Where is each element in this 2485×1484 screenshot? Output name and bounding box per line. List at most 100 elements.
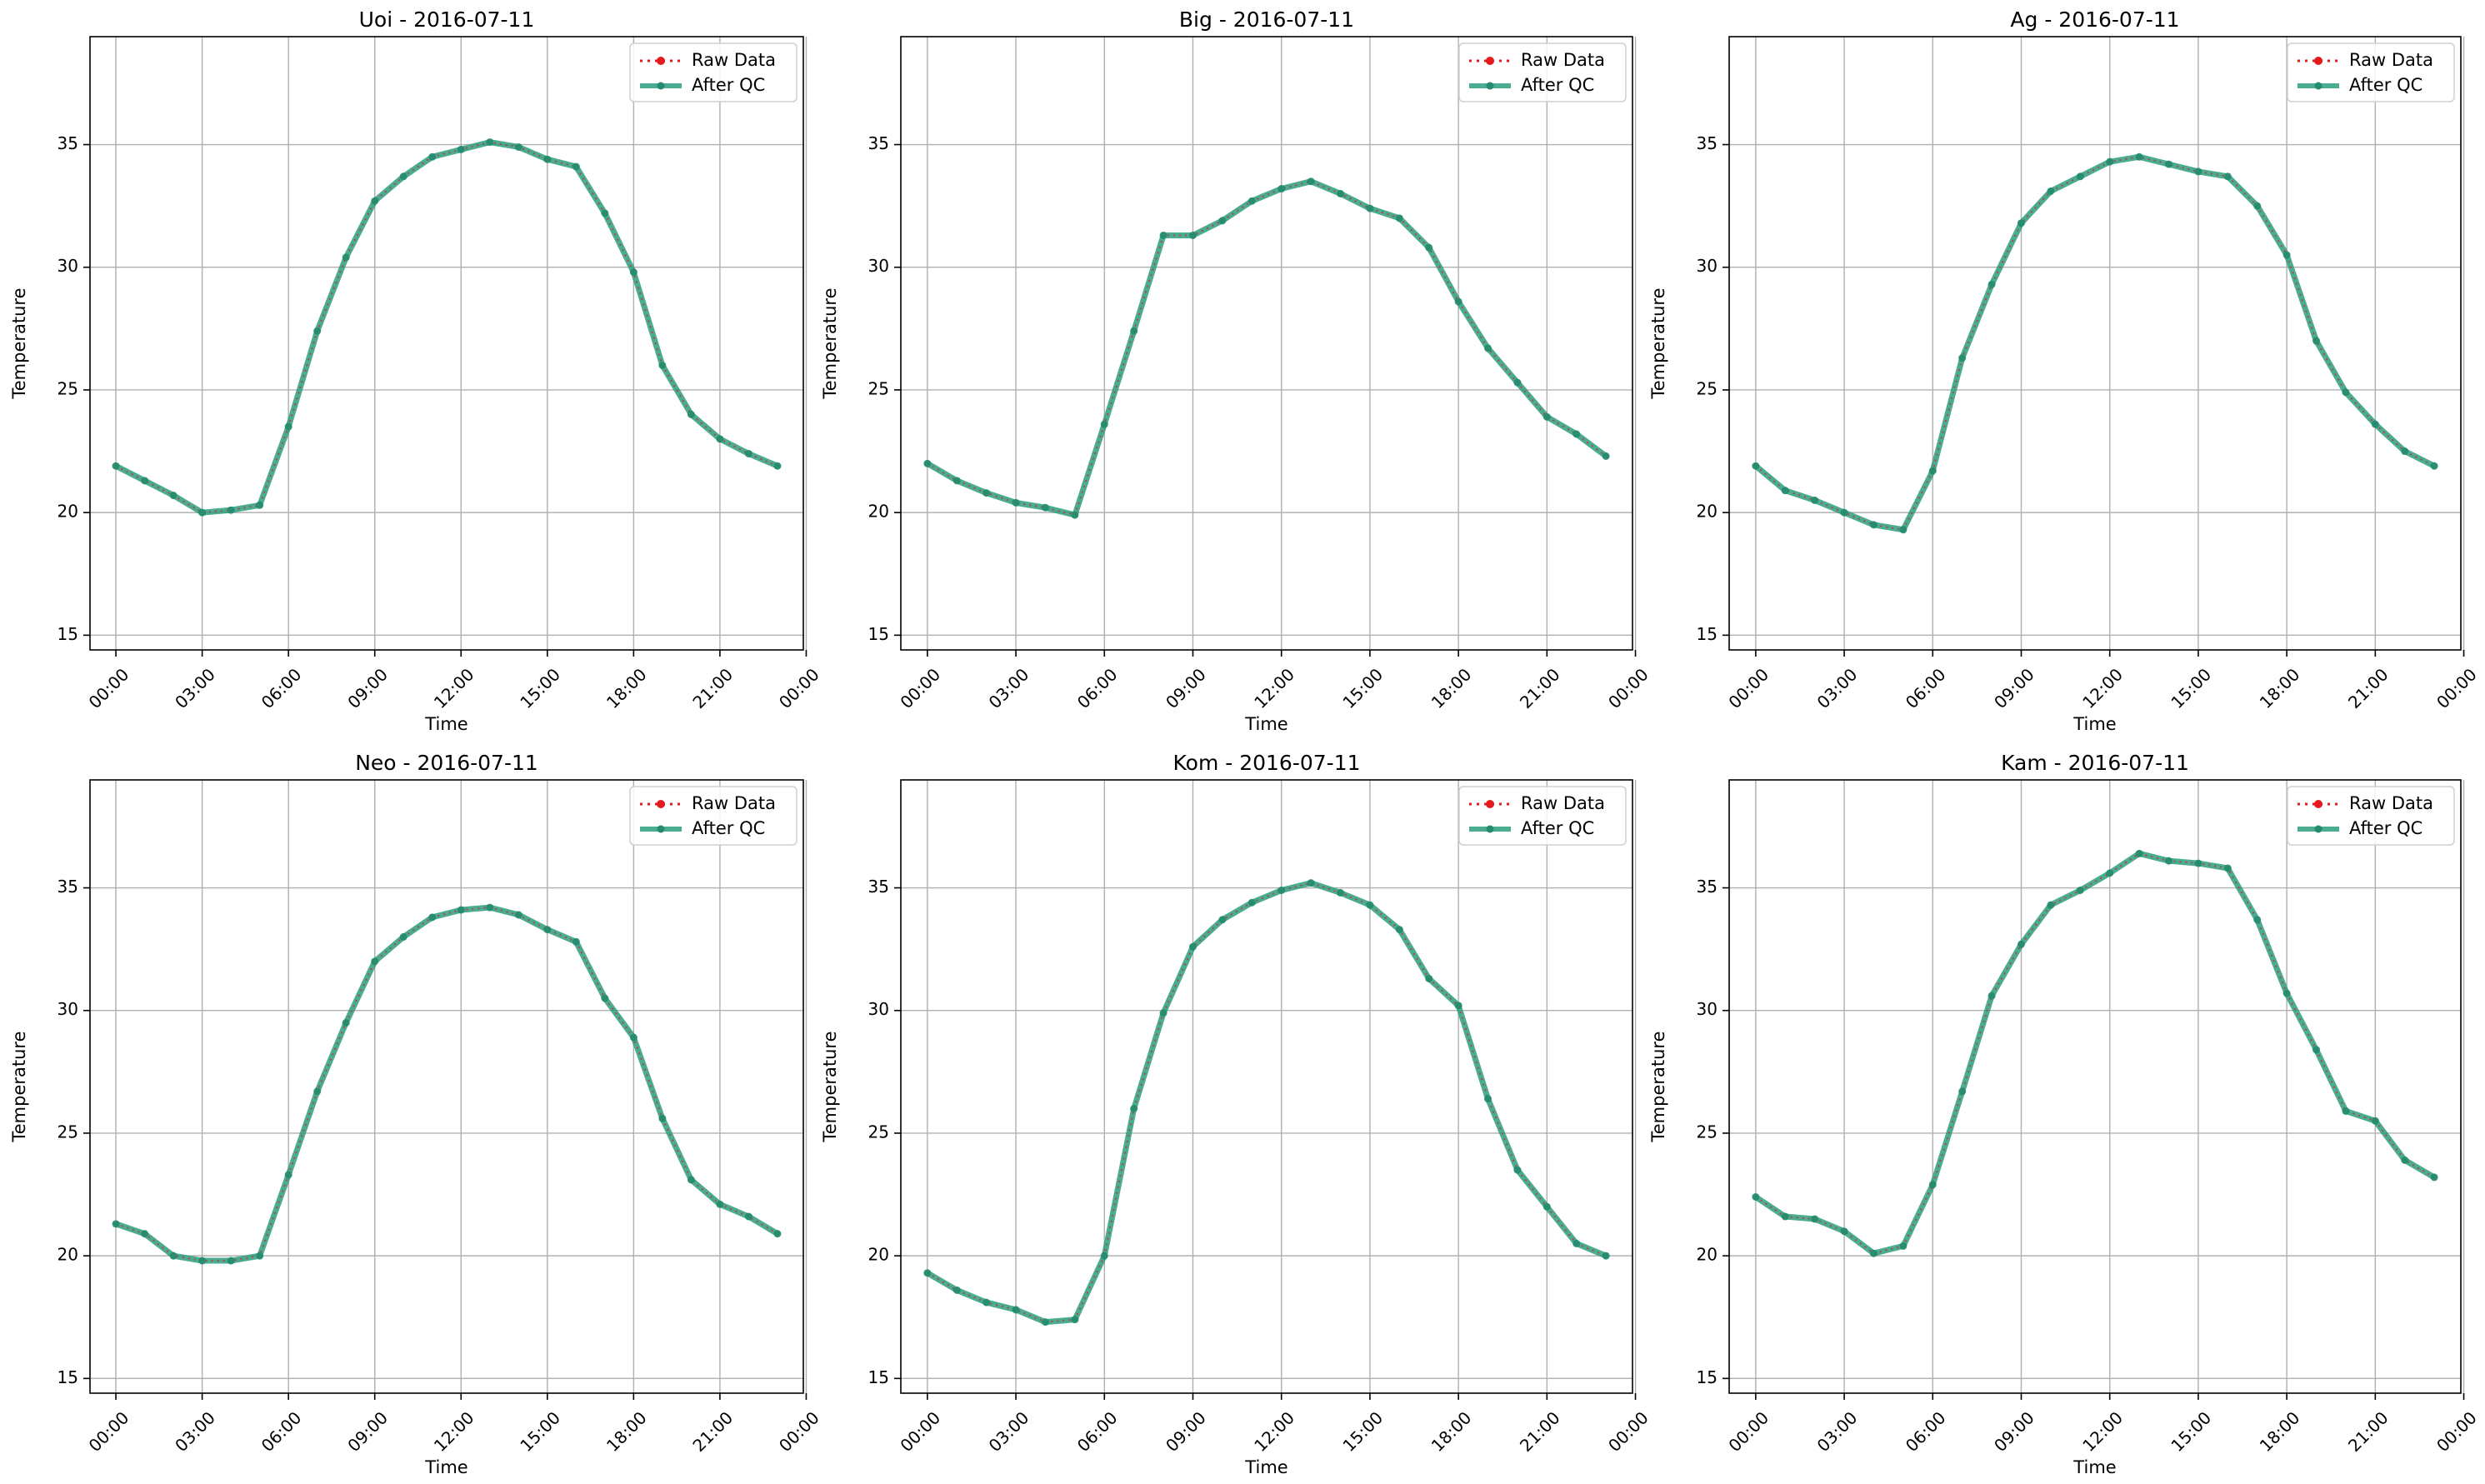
data-point-after-qc	[1366, 204, 1374, 212]
x-tick-label: 18:00	[2256, 664, 2304, 712]
x-tick-label: 03:00	[1813, 1407, 1862, 1456]
y-tick-label: 25	[868, 378, 889, 398]
x-axis-label: Time	[424, 1457, 468, 1477]
data-point-after-qc	[1100, 1252, 1108, 1260]
data-point-after-qc	[629, 1033, 638, 1042]
data-point-after-qc	[2106, 157, 2114, 166]
data-point-after-qc	[744, 1212, 752, 1221]
y-tick-label: 15	[868, 624, 889, 644]
data-point-after-qc	[2312, 1046, 2321, 1054]
data-point-after-qc	[2253, 202, 2262, 210]
data-point-after-qc	[1366, 901, 1374, 909]
x-tick-label: 21:00	[688, 1407, 737, 1456]
y-tick-label: 15	[1697, 1367, 1718, 1387]
data-point-after-qc	[1781, 1212, 1789, 1221]
legend-label-raw-data: Raw Data	[692, 50, 776, 70]
y-tick-label: 35	[1697, 877, 1718, 897]
data-point-after-qc	[1337, 189, 1345, 197]
x-tick-label: 18:00	[602, 664, 651, 712]
x-axis-label: Time	[2072, 1457, 2116, 1477]
x-tick-label: 21:00	[1516, 1407, 1564, 1456]
y-tick-label: 30	[58, 256, 78, 276]
x-tick-label: 00:00	[896, 664, 944, 712]
subplot-2: 00:00 03:00 06:00 09:00 12:00 15:00 18:00 21:00…	[820, 7, 1652, 734]
y-tick-label: 25	[1697, 378, 1718, 398]
data-point-after-qc	[2223, 172, 2232, 181]
data-point-after-qc	[1899, 526, 1908, 534]
data-point-after-qc	[284, 1171, 292, 1179]
x-tick-label: 06:00	[1902, 1407, 1950, 1456]
data-point-after-qc	[923, 1269, 932, 1277]
legend-label-raw-data: Raw Data	[1521, 793, 1605, 813]
x-tick-label: 06:00	[1073, 664, 1122, 712]
y-tick-label: 15	[1697, 624, 1718, 644]
data-point-after-qc	[1425, 243, 1433, 252]
data-point-after-qc	[2223, 864, 2232, 872]
data-point-after-qc	[1188, 231, 1197, 239]
data-point-after-qc	[2017, 219, 2025, 227]
legend-label-raw-data: Raw Data	[1521, 50, 1605, 70]
data-point-after-qc	[1278, 185, 1286, 193]
series-line-after-qc	[112, 139, 781, 516]
data-point-after-qc	[1811, 1215, 1819, 1223]
x-axis-label: Time	[1244, 1457, 1288, 1477]
y-axis-label: Temperature	[9, 1031, 29, 1142]
x-tick-label: 09:00	[343, 664, 392, 712]
data-point-after-qc	[2342, 1107, 2350, 1115]
legend-marker-raw-data	[2314, 57, 2322, 65]
x-tick-label: 12:00	[2078, 1407, 2127, 1456]
data-point-after-qc	[1513, 378, 1522, 387]
x-tick-label: 00:00	[1724, 1407, 1772, 1456]
subplot-title: Uoi - 2016-07-11	[359, 7, 535, 32]
subplot-title: Kom - 2016-07-11	[1173, 751, 1361, 775]
legend-marker-raw-data	[1486, 57, 1494, 65]
x-tick-label: 06:00	[1902, 664, 1950, 712]
y-tick-label: 30	[1697, 999, 1718, 1019]
x-tick-label: 21:00	[1516, 664, 1564, 712]
x-tick-label: 06:00	[1073, 1407, 1122, 1456]
y-tick-label: 30	[1697, 256, 1718, 276]
subplot-title: Ag - 2016-07-11	[2010, 7, 2179, 32]
x-tick-label: 12:00	[2078, 664, 2127, 712]
x-tick-label: 00:00	[85, 1407, 133, 1456]
legend: Raw Data After QC	[1458, 786, 1627, 846]
data-point-after-qc	[1869, 1249, 1878, 1257]
data-point-after-qc	[112, 1220, 120, 1228]
subplot-5: 00:00 03:00 06:00 09:00 12:00 15:00 18:00 21:00…	[820, 751, 1652, 1477]
data-point-after-qc	[1958, 354, 1967, 362]
data-point-after-qc	[1071, 511, 1079, 519]
legend-marker-after-qc	[2314, 825, 2322, 833]
data-point-after-qc	[2165, 857, 2173, 865]
data-point-after-qc	[1100, 420, 1108, 428]
x-tick-label: 18:00	[2256, 1407, 2304, 1456]
data-point-after-qc	[2430, 1173, 2438, 1182]
data-point-after-qc	[1484, 1095, 1492, 1103]
axes-frame	[1728, 36, 2462, 651]
x-tick-label: 03:00	[985, 1407, 1033, 1456]
legend-marker-raw-data	[1486, 800, 1494, 808]
data-point-after-qc	[428, 913, 437, 922]
data-point-after-qc	[1572, 1239, 1581, 1247]
series-line-after-qc	[1752, 850, 2438, 1257]
legend-label-after-qc: After QC	[2349, 75, 2422, 95]
data-point-after-qc	[658, 1114, 667, 1122]
data-point-after-qc	[1130, 327, 1138, 335]
data-point-after-qc	[2076, 886, 2084, 894]
data-point-after-qc	[1159, 1009, 1168, 1017]
data-point-after-qc	[1395, 214, 1403, 222]
legend-label-after-qc: After QC	[692, 75, 765, 95]
data-point-after-qc	[2342, 388, 2350, 397]
data-point-after-qc	[514, 911, 522, 919]
data-point-after-qc	[1278, 886, 1286, 894]
data-point-after-qc	[1811, 496, 1819, 504]
legend-label-after-qc: After QC	[1521, 75, 1594, 95]
data-point-after-qc	[629, 268, 638, 277]
subplot-title: Big - 2016-07-11	[1179, 7, 1354, 32]
axes-frame	[89, 36, 804, 651]
data-point-after-qc	[2253, 916, 2262, 924]
data-point-after-qc	[342, 253, 350, 262]
data-point-after-qc	[744, 449, 752, 457]
y-tick-label: 20	[58, 502, 78, 522]
data-point-after-qc	[1130, 1104, 1138, 1112]
